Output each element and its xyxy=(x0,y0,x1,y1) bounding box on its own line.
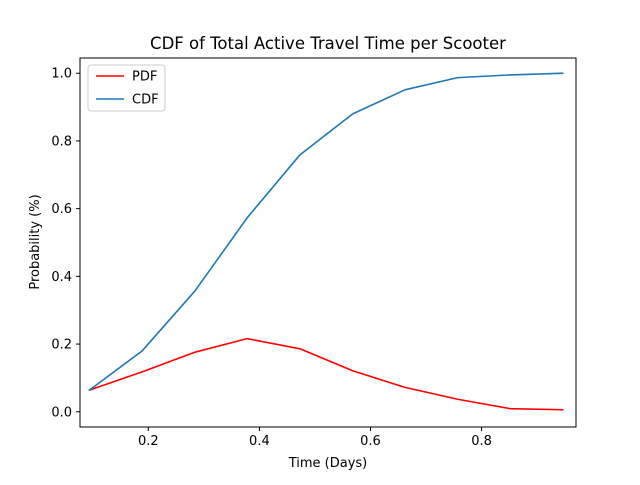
axes-frame xyxy=(79,57,577,428)
series-line-pdf xyxy=(88,337,564,411)
y-axis-label: Probability (%) xyxy=(28,194,43,289)
y-tick-label: 1.0 xyxy=(51,67,72,82)
y-tick-label: 0.8 xyxy=(51,134,72,149)
y-tick-label: 0.2 xyxy=(51,338,72,353)
x-axis-label: Time (Days) xyxy=(288,456,368,471)
axis-ticks: 0.2 0.4 0.6 0.8 0.0 0.2 0.4 0.6 0.8 1.0 xyxy=(51,67,492,449)
legend-label-pdf: PDF xyxy=(132,70,157,85)
legend: PDF CDF xyxy=(87,64,166,112)
x-tick-label: 0.4 xyxy=(249,434,270,449)
series-line-cdf xyxy=(88,72,564,392)
y-tick-label: 0.0 xyxy=(51,405,72,420)
y-tick-label: 0.6 xyxy=(51,202,72,217)
x-tick-label: 0.6 xyxy=(360,434,381,449)
x-tick-label: 0.2 xyxy=(138,434,159,449)
x-tick-label: 0.8 xyxy=(471,434,492,449)
chart-title: CDF of Total Active Travel Time per Scoo… xyxy=(150,34,506,53)
legend-label-cdf: CDF xyxy=(132,93,159,108)
plot-area xyxy=(88,72,564,411)
y-tick-label: 0.4 xyxy=(51,270,72,285)
